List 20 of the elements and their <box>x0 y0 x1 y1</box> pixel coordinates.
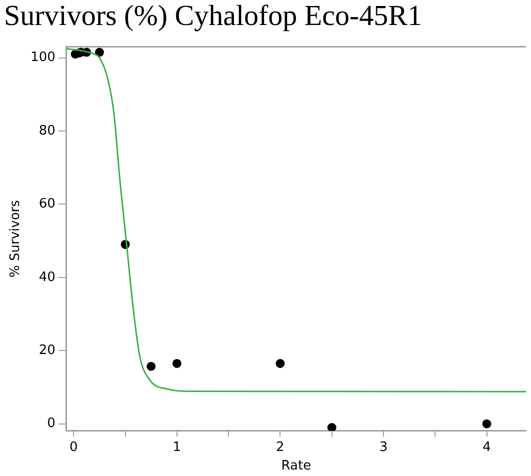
y-axis-title: % Survivors <box>8 200 24 278</box>
y-tick-label: 40 <box>38 270 56 285</box>
y-tick-label: 100 <box>30 50 56 66</box>
x-tick-label: 1 <box>172 440 182 455</box>
x-axis-title: Rate <box>281 458 312 474</box>
x-tick-label: 3 <box>379 440 388 455</box>
x-tick-label: 0 <box>70 440 78 455</box>
y-tick-label: 0 <box>47 416 56 432</box>
y-tick-label: 20 <box>38 343 56 358</box>
point <box>146 362 156 371</box>
point <box>327 423 336 431</box>
x-tick-label: 4 <box>482 440 491 455</box>
point <box>482 419 492 428</box>
chart-title: Survivors (%) Cyhalofop Eco-45R1 <box>4 0 422 32</box>
x-tick-label: 2 <box>276 440 284 455</box>
y-tick-label: 60 <box>38 196 56 212</box>
y-tick-label: 80 <box>38 123 56 138</box>
point <box>172 358 182 368</box>
point <box>276 358 285 368</box>
point <box>94 48 104 57</box>
